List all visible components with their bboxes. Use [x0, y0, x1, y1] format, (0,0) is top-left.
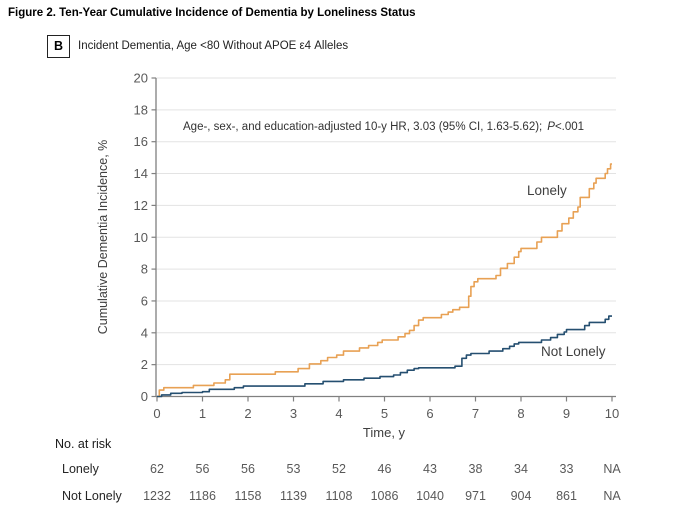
not-lonely-curve-label: Not Lonely: [541, 344, 606, 359]
x-tick-label: 5: [381, 406, 388, 421]
risk-table-header: No. at risk: [55, 437, 112, 451]
x-tick-label: 4: [335, 406, 342, 421]
x-tick-label: 10: [605, 406, 619, 421]
risk-value: 62: [150, 462, 164, 476]
risk-value: 1158: [235, 489, 262, 503]
risk-value: 971: [465, 489, 486, 503]
x-tick-label: 8: [517, 406, 524, 421]
y-tick-label: 14: [134, 166, 148, 181]
axes: [151, 77, 616, 402]
risk-value: 43: [423, 462, 437, 476]
not-lonely-curve: [157, 315, 612, 398]
hr-annotation-prefix: Age-, sex-, and education-adjusted 10-y …: [183, 121, 542, 133]
x-tick-label: 0: [153, 406, 160, 421]
risk-value: 46: [378, 462, 392, 476]
risk-value: 53: [287, 462, 301, 476]
risk-value: 56: [241, 462, 255, 476]
y-tick-label: 18: [134, 102, 148, 117]
x-axis-title: Time, y: [363, 425, 406, 440]
x-tick-label: 2: [244, 406, 251, 421]
risk-value: 38: [469, 462, 483, 476]
panel-header: B Incident Dementia, Age <80 Without APO…: [47, 34, 348, 58]
y-tick-label: 0: [141, 389, 148, 404]
panel-letter-badge: B: [47, 34, 70, 58]
x-tick-label: 3: [290, 406, 297, 421]
risk-table-values: 62 56 56 53 52 46 43 38 34 33 NA 1232 1186 1158 1139 11…: [143, 462, 621, 503]
y-tick-label: 20: [134, 71, 148, 86]
risk-value: 1040: [416, 489, 444, 503]
risk-row-label-lonely: Lonely: [62, 462, 100, 476]
risk-value: 861: [556, 489, 577, 503]
figure-title: Figure 2. Ten-Year Cumulative Incidence …: [8, 7, 416, 19]
p-symbol: P: [547, 121, 555, 133]
y-tick-label: 6: [141, 293, 148, 308]
y-tick-label: 8: [141, 262, 148, 277]
risk-value: 1232: [143, 489, 171, 503]
x-tick-label: 6: [426, 406, 433, 421]
y-tick-label: 12: [134, 198, 148, 213]
panel-label: Incident Dementia, Age <80 Without APOE …: [78, 40, 349, 52]
risk-value: 1108: [326, 489, 353, 503]
risk-value: 56: [196, 462, 210, 476]
y-axis-title: Cumulative Dementia Incidence, %: [96, 140, 110, 335]
risk-value: 1139: [280, 489, 307, 503]
risk-value: NA: [603, 462, 621, 476]
series-curves: [157, 163, 612, 398]
risk-value: 1086: [371, 489, 399, 503]
risk-value: 1186: [189, 489, 216, 503]
x-tick-label: 1: [199, 406, 206, 421]
gridlines: [156, 77, 616, 366]
risk-value: 52: [332, 462, 346, 476]
y-tick-label: 4: [141, 325, 148, 340]
risk-value: NA: [603, 489, 621, 503]
risk-value: 904: [511, 489, 532, 503]
risk-row-label-not-lonely: Not Lonely: [62, 489, 123, 503]
x-tick-label: 7: [472, 406, 479, 421]
y-tick-label: 16: [134, 134, 148, 149]
y-tick-label: 10: [134, 230, 148, 245]
y-tick-label: 2: [141, 357, 148, 372]
x-tick-label: 9: [563, 406, 570, 421]
lonely-curve-label: Lonely: [527, 183, 567, 198]
risk-value: 34: [514, 462, 528, 476]
hr-annotation: Age-, sex-, and education-adjusted 10-y …: [183, 121, 584, 133]
risk-value: 33: [560, 462, 574, 476]
p-value: <.001: [555, 121, 584, 133]
lonely-curve: [157, 163, 612, 398]
